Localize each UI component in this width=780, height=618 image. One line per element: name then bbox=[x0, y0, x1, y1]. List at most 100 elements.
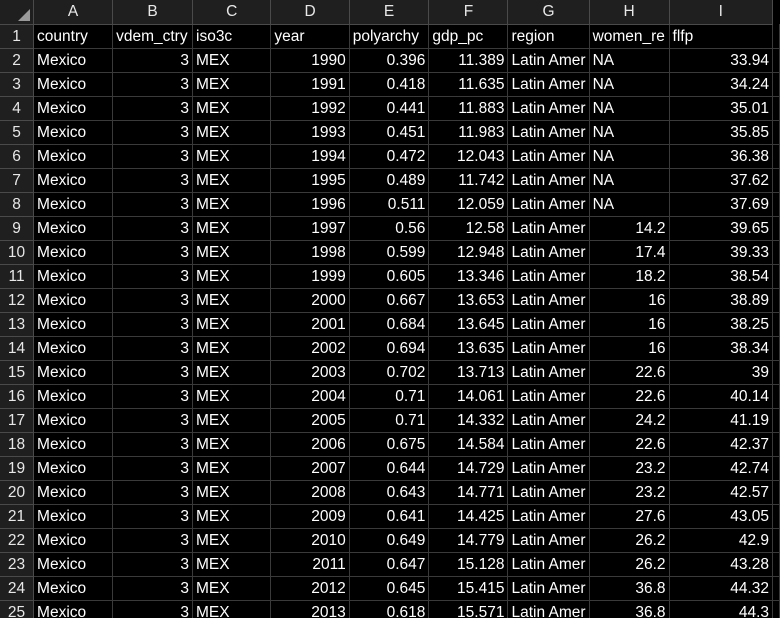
cell-i12[interactable]: 38.89 bbox=[669, 288, 774, 313]
cell-h22[interactable]: 26.2 bbox=[589, 528, 670, 553]
cell-empty[interactable] bbox=[772, 144, 780, 169]
cell-h1[interactable]: women_re bbox=[589, 24, 670, 49]
cell-i21[interactable]: 43.05 bbox=[669, 504, 774, 529]
row-header[interactable]: 9 bbox=[0, 216, 35, 241]
column-header-b[interactable]: B bbox=[112, 0, 193, 25]
select-all-button[interactable] bbox=[0, 0, 35, 25]
cell-e1[interactable]: polyarchy bbox=[349, 24, 430, 49]
row-header[interactable]: 25 bbox=[0, 600, 35, 618]
cell-a10[interactable]: Mexico bbox=[33, 240, 114, 265]
cell-empty[interactable] bbox=[772, 456, 780, 481]
cell-f16[interactable]: 14.061 bbox=[428, 384, 509, 409]
cell-d14[interactable]: 2002 bbox=[270, 336, 350, 361]
cell-h23[interactable]: 26.2 bbox=[589, 552, 670, 577]
column-header-i[interactable]: I bbox=[669, 0, 774, 25]
cell-c5[interactable]: MEX bbox=[192, 120, 272, 145]
column-header-d[interactable]: D bbox=[270, 0, 350, 25]
cell-b4[interactable]: 3 bbox=[112, 96, 193, 121]
cell-h13[interactable]: 16 bbox=[589, 312, 670, 337]
cell-g11[interactable]: Latin Amer bbox=[507, 264, 590, 289]
cell-a1[interactable]: country bbox=[33, 24, 114, 49]
cell-a21[interactable]: Mexico bbox=[33, 504, 114, 529]
cell-empty[interactable] bbox=[772, 96, 780, 121]
row-header[interactable]: 18 bbox=[0, 432, 35, 457]
cell-f13[interactable]: 13.645 bbox=[428, 312, 509, 337]
cell-h2[interactable]: NA bbox=[589, 48, 670, 73]
cell-g16[interactable]: Latin Amer bbox=[507, 384, 590, 409]
cell-b17[interactable]: 3 bbox=[112, 408, 193, 433]
cell-d22[interactable]: 2010 bbox=[270, 528, 350, 553]
cell-empty[interactable] bbox=[772, 600, 780, 618]
cell-f19[interactable]: 14.729 bbox=[428, 456, 509, 481]
cell-g4[interactable]: Latin Amer bbox=[507, 96, 590, 121]
cell-e5[interactable]: 0.451 bbox=[349, 120, 430, 145]
cell-f24[interactable]: 15.415 bbox=[428, 576, 509, 601]
cell-e10[interactable]: 0.599 bbox=[349, 240, 430, 265]
cell-h10[interactable]: 17.4 bbox=[589, 240, 670, 265]
cell-f1[interactable]: gdp_pc bbox=[428, 24, 509, 49]
cell-c22[interactable]: MEX bbox=[192, 528, 272, 553]
cell-h8[interactable]: NA bbox=[589, 192, 670, 217]
cell-d18[interactable]: 2006 bbox=[270, 432, 350, 457]
row-header[interactable]: 22 bbox=[0, 528, 35, 553]
cell-i14[interactable]: 38.34 bbox=[669, 336, 774, 361]
cell-e9[interactable]: 0.56 bbox=[349, 216, 430, 241]
cell-e8[interactable]: 0.511 bbox=[349, 192, 430, 217]
row-header[interactable]: 4 bbox=[0, 96, 35, 121]
cell-d4[interactable]: 1992 bbox=[270, 96, 350, 121]
cell-b2[interactable]: 3 bbox=[112, 48, 193, 73]
cell-b11[interactable]: 3 bbox=[112, 264, 193, 289]
cell-e4[interactable]: 0.441 bbox=[349, 96, 430, 121]
cell-h19[interactable]: 23.2 bbox=[589, 456, 670, 481]
cell-i5[interactable]: 35.85 bbox=[669, 120, 774, 145]
cell-b16[interactable]: 3 bbox=[112, 384, 193, 409]
cell-d16[interactable]: 2004 bbox=[270, 384, 350, 409]
cell-i8[interactable]: 37.69 bbox=[669, 192, 774, 217]
cell-c9[interactable]: MEX bbox=[192, 216, 272, 241]
row-header[interactable]: 19 bbox=[0, 456, 35, 481]
cell-i25[interactable]: 44.3 bbox=[669, 600, 774, 618]
cell-c19[interactable]: MEX bbox=[192, 456, 272, 481]
row-header[interactable]: 17 bbox=[0, 408, 35, 433]
cell-d1[interactable]: year bbox=[270, 24, 350, 49]
cell-b6[interactable]: 3 bbox=[112, 144, 193, 169]
cell-g12[interactable]: Latin Amer bbox=[507, 288, 590, 313]
cell-a7[interactable]: Mexico bbox=[33, 168, 114, 193]
cell-c12[interactable]: MEX bbox=[192, 288, 272, 313]
cell-e13[interactable]: 0.684 bbox=[349, 312, 430, 337]
cell-b3[interactable]: 3 bbox=[112, 72, 193, 97]
cell-empty[interactable] bbox=[772, 192, 780, 217]
row-header[interactable]: 11 bbox=[0, 264, 35, 289]
row-header[interactable]: 15 bbox=[0, 360, 35, 385]
column-header-f[interactable]: F bbox=[428, 0, 509, 25]
cell-a3[interactable]: Mexico bbox=[33, 72, 114, 97]
cell-a5[interactable]: Mexico bbox=[33, 120, 114, 145]
cell-i11[interactable]: 38.54 bbox=[669, 264, 774, 289]
row-header[interactable]: 24 bbox=[0, 576, 35, 601]
column-header-c[interactable]: C bbox=[192, 0, 272, 25]
cell-i7[interactable]: 37.62 bbox=[669, 168, 774, 193]
cell-empty[interactable] bbox=[772, 120, 780, 145]
cell-a13[interactable]: Mexico bbox=[33, 312, 114, 337]
cell-f21[interactable]: 14.425 bbox=[428, 504, 509, 529]
cell-b23[interactable]: 3 bbox=[112, 552, 193, 577]
cell-c23[interactable]: MEX bbox=[192, 552, 272, 577]
cell-d5[interactable]: 1993 bbox=[270, 120, 350, 145]
row-header[interactable]: 13 bbox=[0, 312, 35, 337]
cell-b13[interactable]: 3 bbox=[112, 312, 193, 337]
cell-g17[interactable]: Latin Amer bbox=[507, 408, 590, 433]
cell-i4[interactable]: 35.01 bbox=[669, 96, 774, 121]
cell-e19[interactable]: 0.644 bbox=[349, 456, 430, 481]
row-header[interactable]: 14 bbox=[0, 336, 35, 361]
cell-b12[interactable]: 3 bbox=[112, 288, 193, 313]
row-header[interactable]: 20 bbox=[0, 480, 35, 505]
cell-a18[interactable]: Mexico bbox=[33, 432, 114, 457]
cell-b20[interactable]: 3 bbox=[112, 480, 193, 505]
cell-c24[interactable]: MEX bbox=[192, 576, 272, 601]
cell-d6[interactable]: 1994 bbox=[270, 144, 350, 169]
cell-empty[interactable] bbox=[772, 288, 780, 313]
cell-d3[interactable]: 1991 bbox=[270, 72, 350, 97]
cell-d2[interactable]: 1990 bbox=[270, 48, 350, 73]
cell-e23[interactable]: 0.647 bbox=[349, 552, 430, 577]
cell-a24[interactable]: Mexico bbox=[33, 576, 114, 601]
